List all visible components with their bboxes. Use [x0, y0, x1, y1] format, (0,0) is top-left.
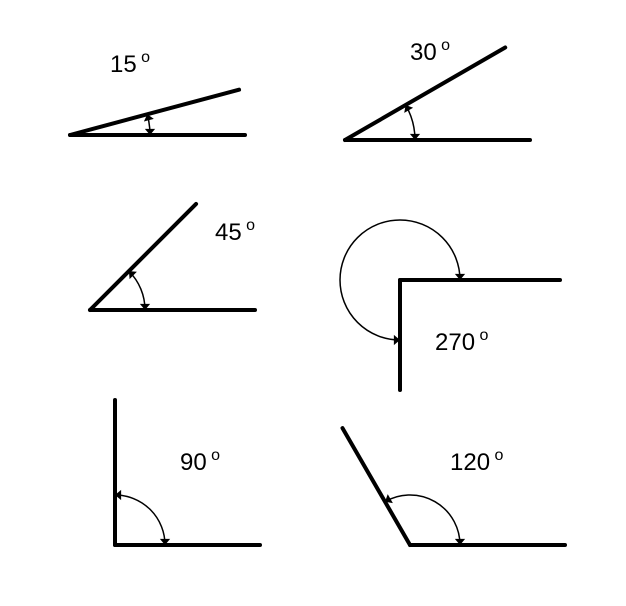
- angle-label-a45: 45 o: [215, 217, 255, 246]
- angle-a270: 270 o: [340, 220, 560, 390]
- angle-a120: 120 o: [343, 428, 566, 545]
- angle-a45: 45 o: [90, 204, 255, 310]
- angle-label-a270: 270 o: [435, 327, 488, 356]
- angle-a30: 30 o: [345, 37, 530, 140]
- angles-diagram: 15 o 30 o 45 o 270 o 90 o 120 o: [0, 0, 626, 606]
- angle-label-a15: 15 o: [110, 49, 150, 78]
- angle-label-a30: 30 o: [410, 37, 450, 66]
- angle-a90: 90 o: [115, 400, 260, 545]
- angle-label-a90: 90 o: [180, 447, 220, 476]
- angle-a15: 15 o: [70, 49, 245, 135]
- angle-label-a120: 120 o: [450, 447, 503, 476]
